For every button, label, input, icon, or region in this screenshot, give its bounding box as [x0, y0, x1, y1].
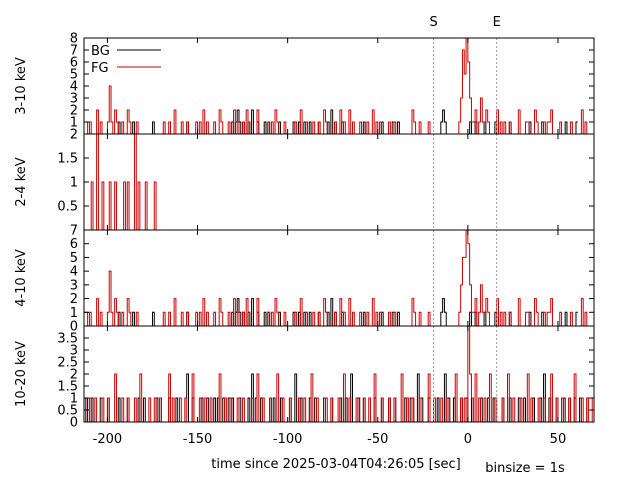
series-bg-panel-1	[84, 109, 578, 134]
ytick-label: 5	[70, 251, 78, 266]
ytick-label: 6	[70, 56, 78, 71]
ytick-label: 1	[70, 306, 78, 321]
panel-2: 0.5 1 1.5 2-4 keV	[14, 133, 595, 231]
ytick-label: 3	[70, 92, 78, 107]
ytick-label: 1	[70, 392, 78, 407]
panel-frame-2	[83, 133, 595, 231]
panel-frame-3	[83, 229, 595, 327]
marker-labels: S E	[429, 15, 500, 30]
xtick-label: 50	[550, 432, 567, 447]
ylabel-panel-1: 3-10 keV	[14, 57, 29, 115]
binsize-note: binsize = 1s	[485, 461, 565, 476]
ytick-label: 2	[70, 128, 78, 143]
ytick-label: 0.5	[57, 404, 78, 419]
ytick-label: 1	[70, 116, 78, 131]
ytick-label: 3	[70, 344, 78, 359]
series-bg-panel-3	[84, 298, 578, 326]
xtick-label: -200	[93, 432, 123, 447]
x-axis-label: time since 2025-03-04T04:26:05 [sec]	[211, 457, 460, 472]
panel-4: 00.511.522.533.5 10-20 keV	[14, 325, 595, 431]
marker-s-label: S	[429, 15, 437, 30]
ytick-label: 7	[70, 224, 78, 239]
ytick-label: 1.5	[57, 380, 78, 395]
xtick-label: -50	[367, 432, 388, 447]
ytick-label: 1.5	[57, 152, 78, 167]
xtick-label: 0	[464, 432, 472, 447]
ylabel-panel-4: 10-20 keV	[14, 341, 29, 407]
ytick-label: 2	[70, 104, 78, 119]
ytick-label: 8	[70, 32, 78, 47]
ytick-label: 0	[70, 320, 78, 335]
ytick-label: 0.5	[57, 200, 78, 215]
ytick-label: 2.5	[57, 356, 78, 371]
series-fg-panel-4	[84, 326, 594, 422]
marker-e-label: E	[493, 15, 501, 30]
xtick-label: -150	[183, 432, 213, 447]
ytick-label: 3.5	[57, 332, 78, 347]
ytick-label: 4	[70, 80, 78, 95]
series-fg-panel-3	[84, 230, 594, 326]
ytick-label: 7	[70, 44, 78, 59]
panel-frame-1	[83, 37, 595, 135]
legend-fg-label: FG	[91, 61, 109, 76]
ytick-label: 1	[70, 176, 78, 191]
ytick-label: 5	[70, 68, 78, 83]
ytick-label: 4	[70, 265, 78, 280]
ylabel-panel-2: 2-4 keV	[14, 157, 29, 206]
ytick-label: 2	[70, 292, 78, 307]
ylabel-panel-3: 4-10 keV	[14, 249, 29, 307]
panel-frame-4	[83, 325, 595, 423]
series-fg-panel-1	[84, 38, 594, 134]
legend-bg-label: BG	[91, 44, 110, 59]
legend: BG FG	[91, 44, 161, 76]
ytick-label: 2	[70, 368, 78, 383]
ytick-label: 6	[70, 237, 78, 252]
ytick-label: 0	[70, 416, 78, 431]
series-fg-panel-2	[84, 134, 594, 230]
xtick-label: -100	[273, 432, 303, 447]
ytick-label: 3	[70, 278, 78, 293]
